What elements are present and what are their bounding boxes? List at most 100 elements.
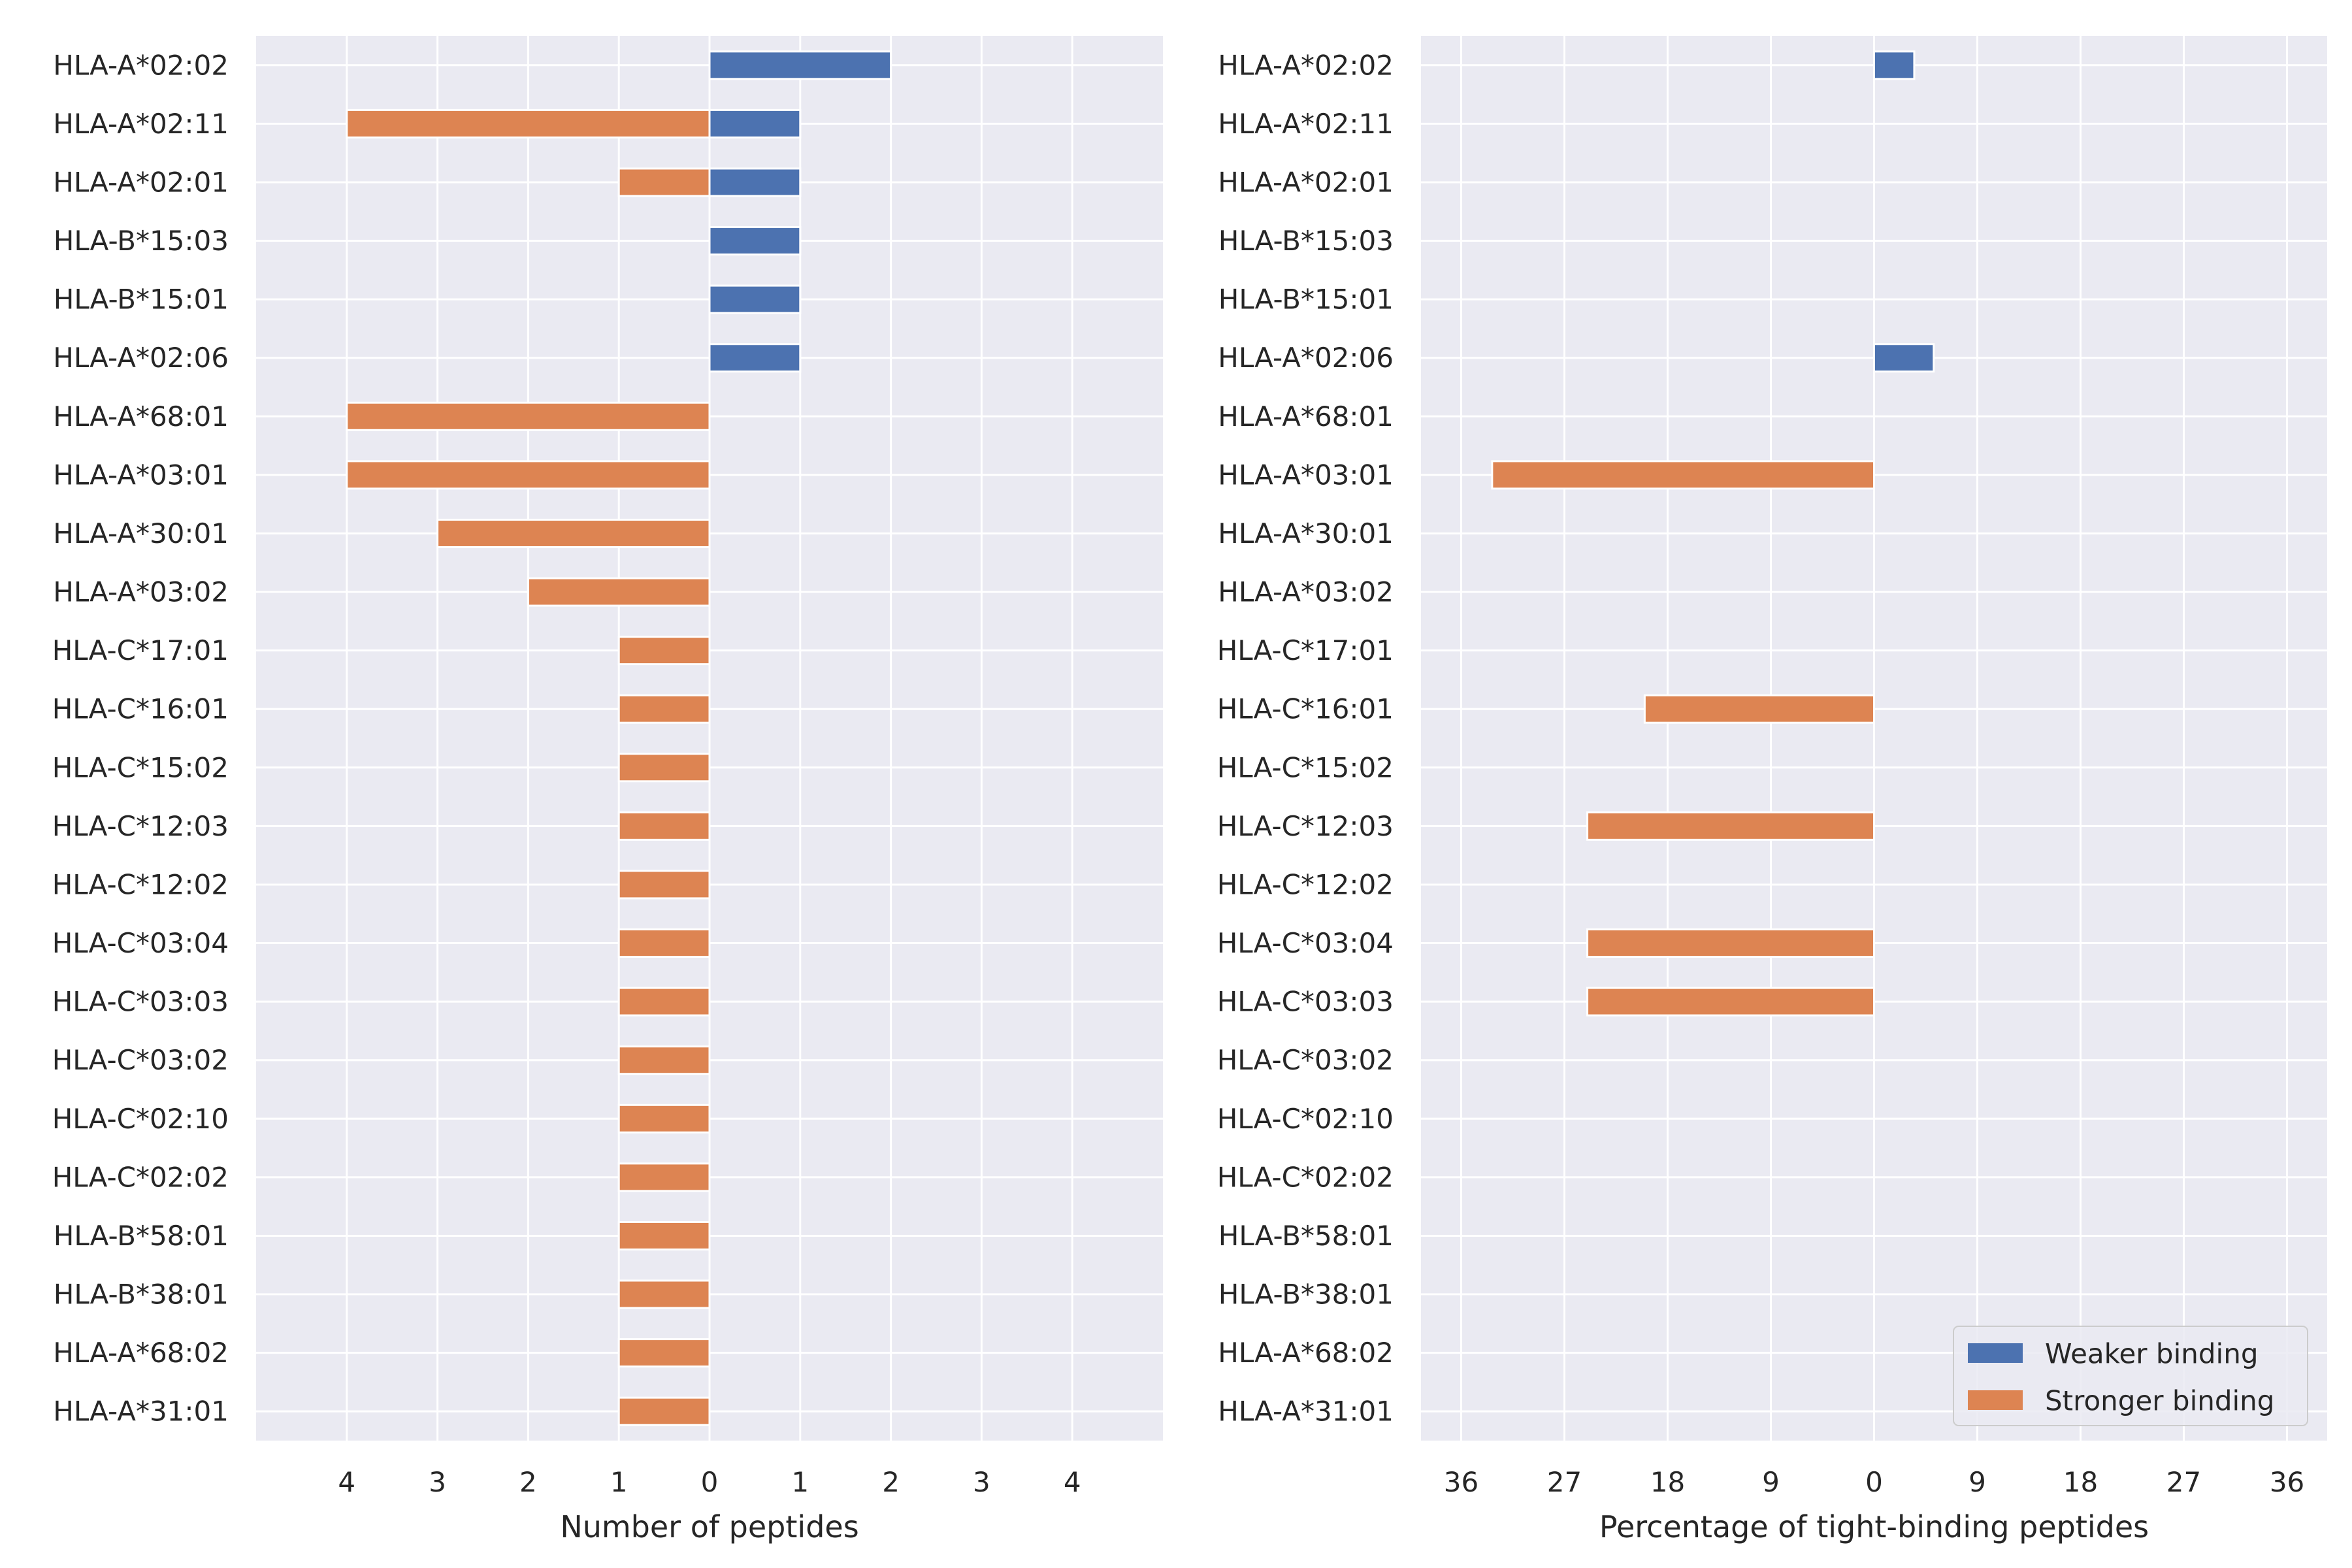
- bar-stronger-hla-c-17-01: [617, 636, 711, 666]
- bar-stronger-hla-a-31-01: [617, 1396, 711, 1426]
- x-tick-label: 36: [2270, 1466, 2304, 1498]
- bar-stronger-hla-a-03-01: [346, 460, 711, 490]
- y-tick-label: HLA-A*02:06: [1218, 342, 1394, 374]
- bar-stronger-hla-c-16-01: [1643, 694, 1876, 724]
- x-tick-label: 27: [2166, 1466, 2201, 1498]
- y-tick-label: HLA-C*16:01: [1217, 693, 1394, 725]
- y-tick-label: HLA-A*02:01: [1218, 166, 1394, 198]
- y-tick-label: HLA-A*68:02: [53, 1337, 229, 1369]
- right-chart-panel: HLA-A*02:02 HLA-A*02:11 HLA-A*02:01 HLA-B*1…: [1217, 36, 2327, 1544]
- x-tick-label: 18: [2063, 1466, 2098, 1498]
- x-tick-label: 0: [701, 1466, 719, 1498]
- x-tick-label: 3: [973, 1466, 990, 1498]
- bar-stronger-hla-c-16-01: [617, 694, 711, 724]
- y-tick-label: HLA-C*15:02: [1217, 751, 1394, 783]
- bar-stronger-hla-c-12-03: [617, 811, 711, 841]
- legend-label: Stronger binding: [2045, 1385, 2274, 1417]
- y-tick-label: HLA-A*02:02: [53, 49, 229, 81]
- y-tick-label: HLA-A*31:01: [53, 1396, 229, 1428]
- x-tick-label: 4: [338, 1466, 355, 1498]
- x-tick-label: 1: [610, 1466, 628, 1498]
- bar-stronger-hla-b-38-01: [617, 1279, 711, 1309]
- bar-weaker-hla-b-15-03: [708, 226, 802, 256]
- x-tick-label: 27: [1547, 1466, 1582, 1498]
- x-tick-label: 9: [1762, 1466, 1780, 1498]
- x-tick-label: 2: [882, 1466, 900, 1498]
- bar-stronger-hla-c-03-03: [1586, 987, 1875, 1017]
- bar-weaker-hla-a-02-02: [708, 50, 892, 80]
- y-tick-label: HLA-C*02:02: [1217, 1161, 1394, 1193]
- y-tick-label: HLA-B*58:01: [54, 1220, 229, 1252]
- y-tick-label: HLA-A*68:02: [1218, 1337, 1394, 1369]
- bar-stronger-hla-c-03-04: [1586, 928, 1875, 958]
- x-tick-label: 18: [1650, 1466, 1685, 1498]
- y-tick-label: HLA-B*38:01: [54, 1279, 229, 1311]
- y-tick-label: HLA-B*15:01: [1218, 284, 1394, 316]
- y-tick-label: HLA-A*03:02: [1218, 576, 1394, 608]
- left-chart-panel: HLA-A*02:02 HLA-A*02:11 HLA-A*02:01 HLA-B*1…: [52, 36, 1163, 1544]
- y-tick-label: HLA-A*30:01: [53, 517, 229, 549]
- x-tick-label: 1: [791, 1466, 809, 1498]
- y-tick-label: HLA-A*03:02: [53, 576, 229, 608]
- legend-label: Weaker binding: [2045, 1338, 2258, 1370]
- x-tick-label: 36: [1444, 1466, 1478, 1498]
- bar-weaker-hla-a-02-11: [708, 108, 802, 139]
- legend: Weaker binding Stronger binding: [1953, 1326, 2308, 1426]
- bar-stronger-hla-c-02-10: [617, 1103, 711, 1134]
- y-tick-label: HLA-A*68:01: [1218, 400, 1394, 433]
- y-tick-label: HLA-B*38:01: [1218, 1279, 1394, 1311]
- bar-stronger-hla-c-15-02: [617, 753, 711, 783]
- bar-weaker-hla-a-02-06: [708, 343, 802, 373]
- x-tick-label: 0: [1865, 1466, 1883, 1498]
- bar-stronger-hla-a-02-01: [617, 167, 711, 197]
- legend-swatch: [1968, 1390, 2023, 1410]
- x-tick-label: 9: [1968, 1466, 1986, 1498]
- bar-stronger-hla-a-03-02: [527, 577, 711, 607]
- bar-stronger-hla-c-02-02: [617, 1162, 711, 1192]
- y-tick-label: HLA-C*17:01: [1217, 634, 1394, 666]
- bar-stronger-hla-a-68-02: [617, 1338, 711, 1368]
- bar-stronger-hla-b-58-01: [617, 1220, 711, 1250]
- y-tick-label: HLA-A*02:11: [1218, 108, 1394, 140]
- y-tick-label: HLA-B*15:03: [54, 225, 229, 257]
- y-tick-label: HLA-A*30:01: [1218, 517, 1394, 549]
- bar-weaker-hla-a-02-06: [1873, 343, 1935, 373]
- y-tick-label: HLA-A*02:06: [53, 342, 229, 374]
- bar-stronger-hla-c-12-03: [1586, 811, 1875, 841]
- y-tick-label: HLA-A*31:01: [1218, 1396, 1394, 1428]
- x-axis-label: Number of peptides: [560, 1509, 858, 1544]
- y-tick-label: HLA-C*03:03: [1217, 986, 1394, 1018]
- y-tick-label: HLA-C*03:03: [52, 986, 229, 1018]
- y-tick-label: HLA-C*02:02: [52, 1161, 229, 1193]
- bar-weaker-hla-a-02-02: [1873, 50, 1916, 80]
- bar-stronger-hla-a-30-01: [436, 518, 711, 548]
- y-tick-label: HLA-A*03:01: [1218, 459, 1394, 491]
- x-tick-label: 4: [1064, 1466, 1081, 1498]
- bar-stronger-hla-c-12-02: [617, 870, 711, 900]
- bar-stronger-hla-a-68-01: [346, 401, 711, 431]
- x-tick-label: 2: [519, 1466, 537, 1498]
- y-tick-label: HLA-C*12:02: [1217, 868, 1394, 900]
- y-tick-label: HLA-C*12:02: [52, 868, 229, 900]
- y-tick-label: HLA-C*16:01: [52, 693, 229, 725]
- bar-stronger-hla-a-02-11: [346, 108, 711, 139]
- bar-stronger-hla-c-03-04: [617, 928, 711, 958]
- y-tick-label: HLA-C*03:04: [52, 927, 229, 959]
- y-tick-label: HLA-C*17:01: [52, 634, 229, 666]
- y-tick-label: HLA-A*02:11: [53, 108, 229, 140]
- x-axis-label: Percentage of tight-binding peptides: [1599, 1509, 2149, 1544]
- legend-box: [1953, 1326, 2308, 1426]
- y-tick-label: HLA-C*12:03: [1217, 810, 1394, 842]
- y-tick-label: HLA-C*12:03: [52, 810, 229, 842]
- bar-stronger-hla-a-03-01: [1491, 460, 1876, 490]
- y-tick-label: HLA-B*15:01: [54, 284, 229, 316]
- bar-weaker-hla-b-15-01: [708, 284, 802, 314]
- y-tick-label: HLA-B*58:01: [1218, 1220, 1394, 1252]
- bar-weaker-hla-a-02-01: [708, 167, 802, 197]
- bar-stronger-hla-c-03-02: [617, 1045, 711, 1075]
- y-tick-label: HLA-A*03:01: [53, 459, 229, 491]
- y-tick-label: HLA-C*03:04: [1217, 927, 1394, 959]
- y-tick-label: HLA-A*02:02: [1218, 49, 1394, 81]
- y-tick-label: HLA-C*03:02: [52, 1044, 229, 1076]
- y-tick-label: HLA-C*15:02: [52, 751, 229, 783]
